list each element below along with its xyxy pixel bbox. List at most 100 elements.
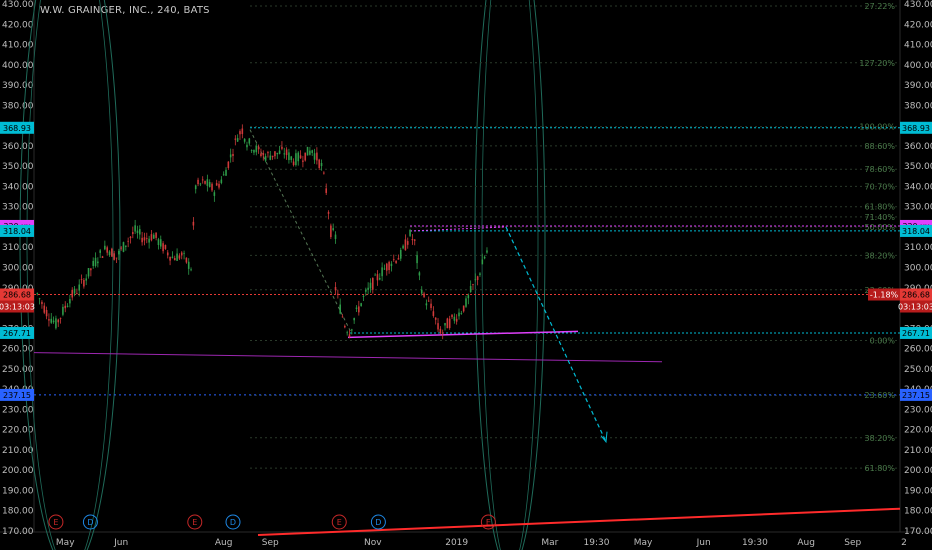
candle-body <box>76 293 78 294</box>
x-tick-label: Jun <box>696 538 711 548</box>
candle-body <box>197 179 199 185</box>
candle-body <box>85 278 88 281</box>
candle-body <box>416 255 418 264</box>
candle-body <box>136 230 139 234</box>
candle-body <box>178 255 181 259</box>
candle-body <box>339 304 341 314</box>
candle-body <box>406 241 409 245</box>
dividend-marker[interactable]: D <box>225 514 241 530</box>
candle-body <box>458 312 460 317</box>
candle-body <box>306 146 309 156</box>
candle-body <box>381 267 383 277</box>
candle-body <box>474 278 477 280</box>
candle-body <box>253 150 255 153</box>
candle-body <box>236 138 239 142</box>
candle-body <box>297 152 300 162</box>
candle-body <box>334 234 337 239</box>
candle-body <box>201 179 204 181</box>
candle-body <box>365 289 367 292</box>
earnings-marker[interactable]: E <box>187 514 203 530</box>
candle-body <box>66 305 69 307</box>
price-tag-right-label: 286.68 <box>902 290 930 299</box>
candle-body <box>295 153 297 166</box>
candle-body <box>101 256 104 258</box>
candle-body <box>127 240 129 242</box>
dividend-marker[interactable]: D <box>82 514 98 530</box>
countdown-label-right: 03:13:03 <box>898 302 932 311</box>
fib-level-label: 38.20% <box>864 251 895 260</box>
candle-body <box>372 277 374 290</box>
y-tick-label-left: 200.00 <box>2 466 34 476</box>
change-badge <box>868 288 900 301</box>
y-tick-label-left: 400.00 <box>2 61 34 71</box>
fib-level-label: 127.20% <box>859 59 895 68</box>
candle-body <box>278 150 281 154</box>
x-tick-label: Sep <box>262 538 279 548</box>
x-tick-label: Aug <box>797 538 815 548</box>
event-circle <box>187 514 203 530</box>
y-tick-label-left: 190.00 <box>2 486 34 496</box>
price-tag-right <box>900 326 932 339</box>
dividend-marker[interactable]: D <box>370 514 386 530</box>
y-tick-label-left: 180.00 <box>2 507 34 517</box>
earnings-marker[interactable]: E <box>48 514 64 530</box>
candle-body <box>341 316 344 318</box>
y-tick-label-left: 260.00 <box>2 345 34 355</box>
arrow-head <box>600 431 608 444</box>
candle-body <box>125 245 127 247</box>
y-tick-label-left: 340.00 <box>2 182 34 192</box>
candle-body <box>227 161 230 168</box>
candle-body <box>316 152 318 161</box>
event-label: E <box>53 518 58 527</box>
candle-body <box>423 293 425 298</box>
candle-body <box>269 155 272 160</box>
earnings-marker[interactable]: E <box>331 514 347 530</box>
fib-level-label: 0.00% <box>870 336 896 345</box>
price-tag-left-label: 237.15 <box>3 391 31 400</box>
candle-body <box>80 279 83 280</box>
projection-top <box>409 226 507 232</box>
candle-body <box>229 154 232 158</box>
y-tick-label-left: 300.00 <box>2 264 34 274</box>
y-tick-label-right: 300.00 <box>904 264 932 274</box>
cycle-ellipse <box>474 0 546 550</box>
candle-body <box>367 287 369 290</box>
earnings-marker[interactable]: E <box>480 514 496 530</box>
y-tick-label-right: 310.00 <box>904 243 932 253</box>
y-tick-label-left: 430.00 <box>2 0 34 10</box>
price-tag-right-label: 318.04 <box>902 227 930 236</box>
cycle-ellipse <box>19 0 121 550</box>
candle-body <box>90 268 92 271</box>
candle-body <box>274 151 276 157</box>
candle-body <box>262 153 265 156</box>
candle-body <box>290 156 293 160</box>
candle-body <box>59 317 62 319</box>
candle-body <box>38 298 41 300</box>
candle-body <box>139 229 141 235</box>
chart-title: W.W. GRAINGER, INC., 240, BATS <box>40 5 210 16</box>
candle-body <box>418 272 421 276</box>
candle-body <box>36 293 39 294</box>
y-tick-label-right: 330.00 <box>904 203 932 213</box>
candle-body <box>255 146 258 153</box>
x-tick-label: Nov <box>364 538 382 548</box>
candle-body <box>173 258 176 261</box>
fib-level-label: 61.80% <box>864 203 895 212</box>
fib-level-label: 38.20% <box>864 434 895 443</box>
candle-body <box>337 293 339 295</box>
price-tag-left <box>0 288 34 301</box>
candle-body <box>378 278 381 280</box>
candle-body <box>276 152 279 155</box>
candle-body <box>479 273 481 275</box>
price-tag-right <box>900 224 932 237</box>
candle-body <box>411 239 414 241</box>
candle-body <box>399 249 402 259</box>
candle-body <box>311 150 314 153</box>
price-tag-left <box>0 121 34 134</box>
x-tick-label: 2 <box>901 538 907 548</box>
candle-body <box>213 192 216 196</box>
candle-body <box>427 300 430 302</box>
candle-body <box>348 334 351 338</box>
candle-body <box>113 253 115 260</box>
